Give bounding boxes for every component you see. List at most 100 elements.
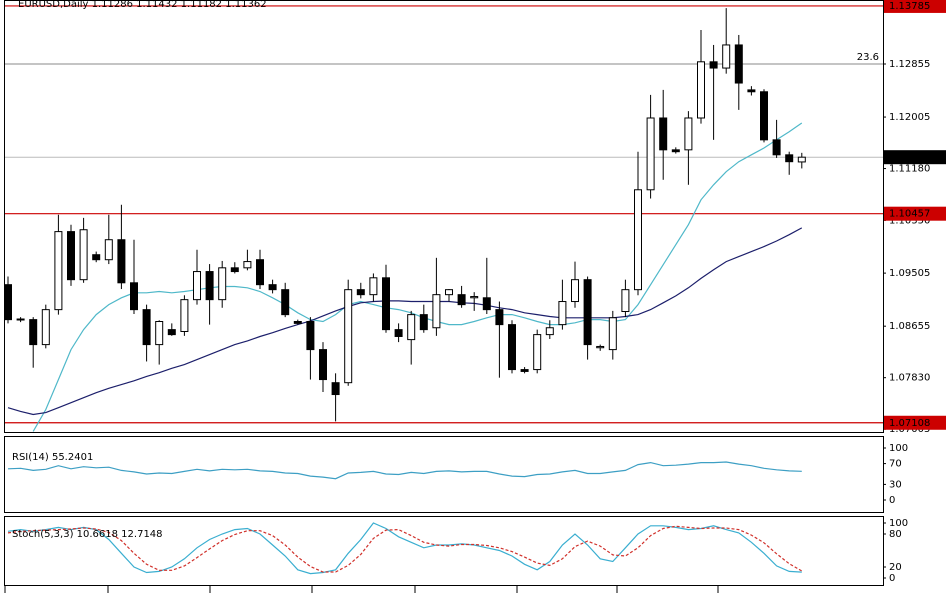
indicator-line [32, 122, 803, 432]
candle-body [167, 329, 176, 336]
y-tick-label: 100 [889, 443, 908, 454]
candle-body [230, 267, 239, 273]
candle-body [583, 279, 592, 346]
indicator-line [7, 525, 803, 573]
candle-body [16, 318, 25, 321]
stoch-frame [4, 516, 884, 586]
candle-body [747, 89, 756, 93]
candle-body [684, 117, 693, 151]
candle-body [722, 44, 731, 69]
candle-body [646, 117, 655, 191]
current-price-box [884, 150, 946, 165]
y-tick-label: 1.07830 [889, 373, 930, 384]
candle-body [520, 369, 529, 372]
candle-body [382, 277, 390, 331]
candle-body [193, 271, 201, 301]
candle-body [709, 61, 718, 69]
y-tick-label: 0 [889, 495, 895, 506]
level-label: 1.13785 [889, 1, 930, 12]
candle-body [319, 349, 327, 381]
indicator-line [7, 461, 802, 480]
candle-body [142, 309, 151, 346]
candle-body [508, 324, 516, 371]
candle-body [92, 254, 101, 261]
main-frame [4, 0, 884, 433]
y-tick-label: 1.11180 [889, 164, 930, 175]
candle-body [419, 314, 428, 331]
candle-body [432, 294, 441, 329]
candle-body [734, 44, 743, 84]
y-tick-label: 1.12005 [889, 112, 930, 123]
candle-body [608, 317, 617, 351]
candle-body [281, 289, 290, 316]
y-tick-label: 1.12855 [889, 59, 930, 70]
candle-body [243, 261, 252, 269]
fib-label: 23.6 [857, 52, 879, 63]
indicator-line [7, 522, 802, 575]
candle-body [155, 321, 164, 346]
rsi-frame [4, 436, 884, 513]
candle-body [205, 271, 214, 301]
candle-body [596, 345, 605, 349]
level-label-box [884, 206, 946, 221]
candle-body [256, 259, 264, 286]
frames [4, 0, 884, 586]
candle-body [407, 314, 416, 341]
candle-body [558, 301, 567, 326]
candle-body [634, 189, 642, 291]
candle-body [180, 299, 189, 332]
candle-body [29, 319, 38, 346]
candle-body [697, 61, 705, 119]
level-label: 1.10457 [889, 209, 930, 220]
candle-body [344, 289, 353, 384]
candle-body [369, 277, 378, 296]
candle-body [331, 382, 340, 396]
time-axis-ticks [4, 586, 719, 593]
candle-body [445, 289, 453, 296]
candle-body [218, 267, 227, 301]
panel-title: RSI(14) 55.2401 [12, 452, 93, 463]
candle-body [671, 149, 680, 153]
candle-body [457, 294, 466, 306]
level-label-box [884, 0, 946, 13]
y-tick-label: 1.08655 [889, 321, 930, 332]
candle-body [293, 321, 302, 324]
y-tick-label: 70 [889, 459, 902, 470]
candle-body [41, 309, 50, 346]
indicator-line [7, 227, 803, 416]
candle-body [268, 284, 277, 291]
y-tick-label: 20 [889, 562, 902, 573]
candle-body [797, 156, 806, 163]
candle-body [117, 239, 126, 284]
candle-body [482, 297, 491, 311]
y-tick-label: 30 [889, 479, 902, 490]
candle-body [785, 154, 794, 163]
candle-body [470, 296, 479, 299]
candle-body [4, 284, 12, 321]
y-tick-label: 0 [889, 573, 895, 584]
y-tick-label: 1.09505 [889, 268, 930, 279]
candle-body [54, 231, 63, 311]
current-price-label: 1.11362 [889, 152, 930, 163]
panel-title: Stoch(5,3,3) 10.6618 12.7148 [12, 529, 163, 540]
y-tick-label: 100 [889, 518, 908, 529]
candle-body [306, 321, 315, 351]
candle-body [356, 289, 365, 296]
candle-body [545, 327, 554, 336]
candle-body [659, 117, 668, 151]
candle-body [533, 334, 542, 371]
candle-body [760, 91, 768, 141]
level-label-box [884, 415, 946, 430]
level-label: 1.07108 [889, 418, 930, 429]
candle-body [394, 329, 403, 337]
y-tick-label: 1.10350 [889, 215, 930, 226]
candle-body [621, 289, 630, 313]
candle-body [571, 279, 579, 303]
candle-body [495, 309, 504, 326]
candle-body [67, 231, 75, 281]
panel-title: EURUSD,Daily 1.11286 1.11432 1.11182 1.1… [18, 0, 267, 10]
y-tick-label: 80 [889, 529, 902, 540]
candle-body [79, 229, 88, 281]
